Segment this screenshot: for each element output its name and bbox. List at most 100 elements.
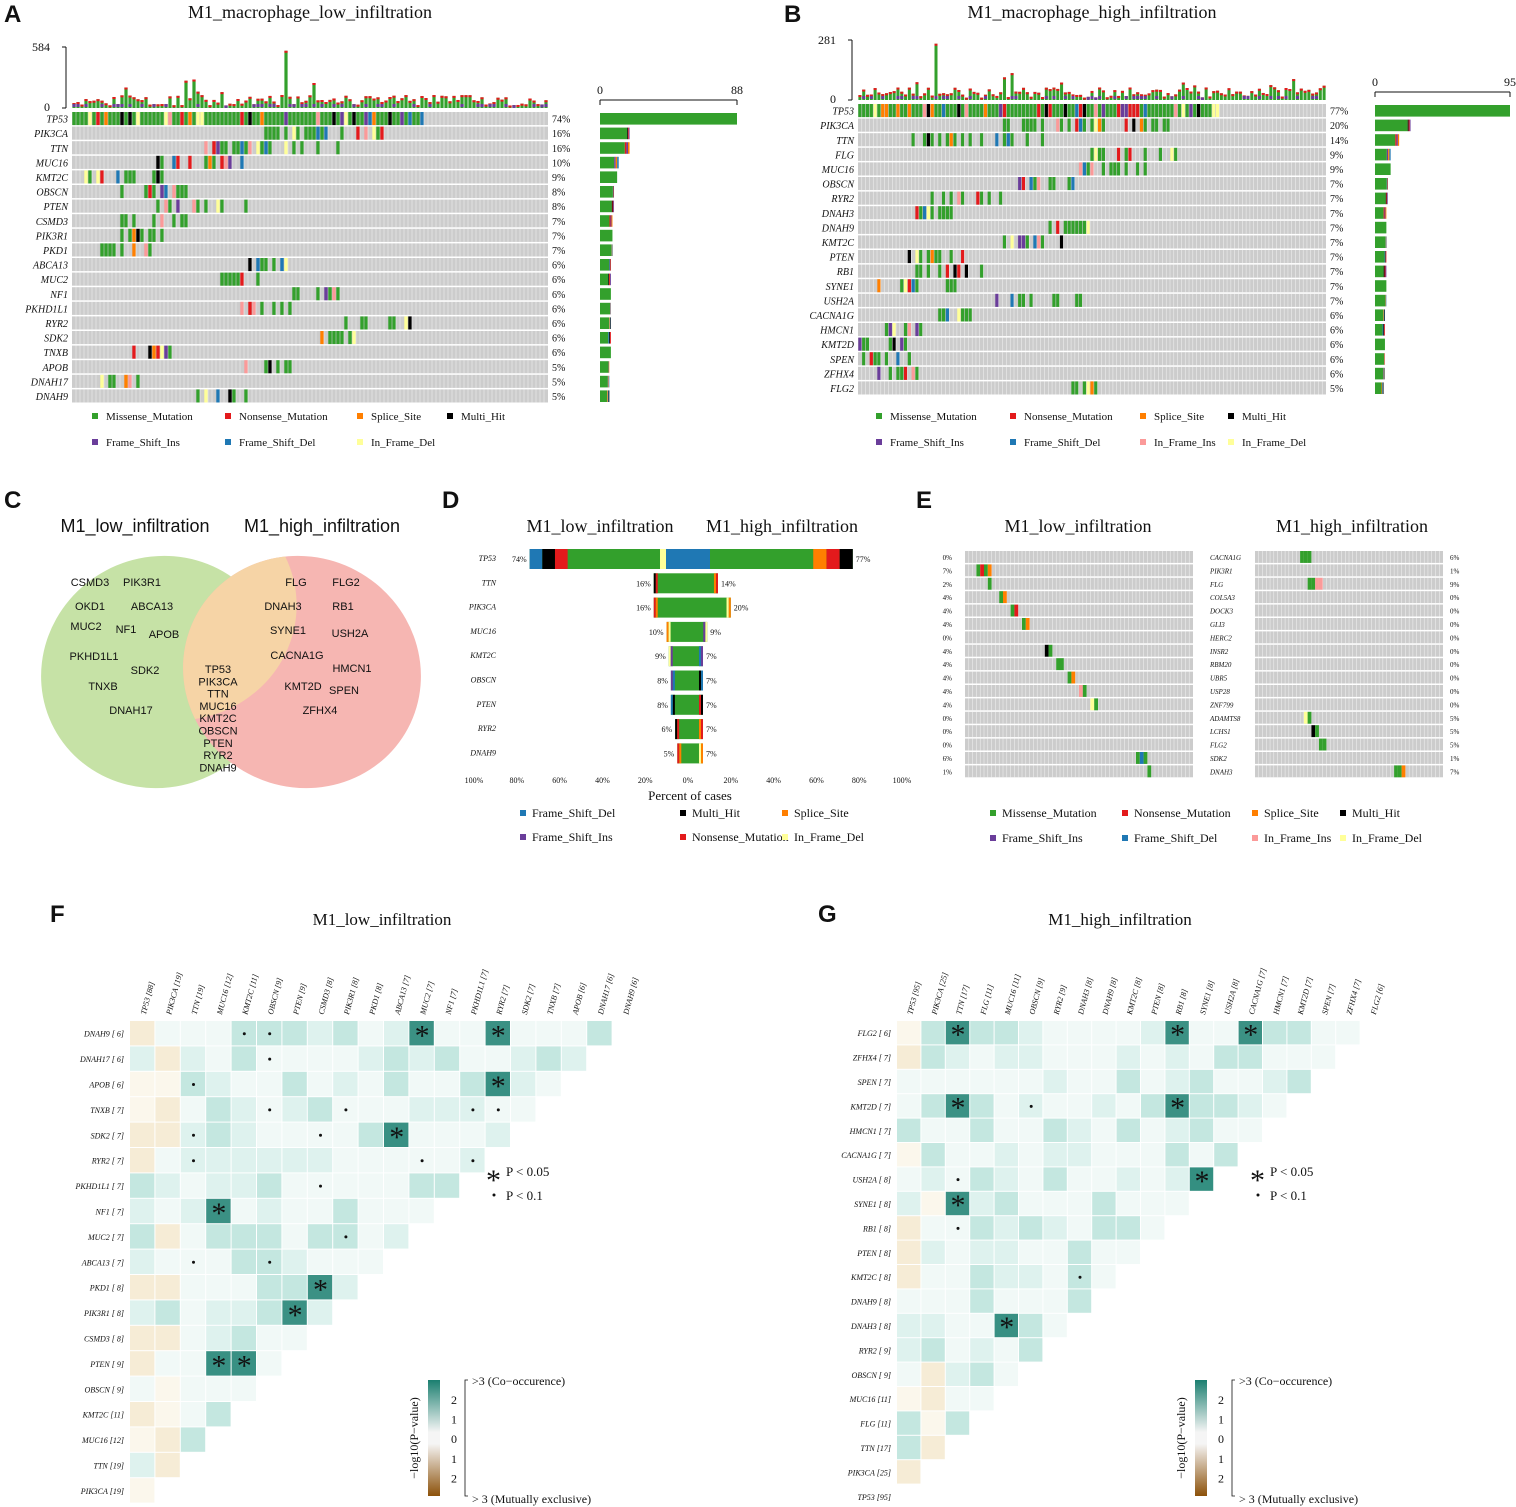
tmb-bar-cap — [108, 105, 112, 108]
mutation-cell — [1174, 147, 1178, 161]
mutation-cell — [116, 170, 120, 184]
mutation-cell — [930, 191, 934, 205]
mutation-cell — [1109, 104, 1113, 118]
mutation-cell — [1094, 147, 1098, 161]
tmb-bar-base — [492, 104, 496, 107]
mutation-cell — [160, 185, 164, 199]
row-background — [72, 345, 548, 359]
tmb-bar-base — [340, 104, 344, 107]
mutation-cell — [412, 112, 416, 126]
gene-bar-segment — [1397, 134, 1400, 146]
mutation-cell — [144, 243, 148, 257]
gene-bar-segment — [610, 259, 611, 271]
mutation-cell — [140, 112, 144, 126]
mutation-cell — [180, 214, 184, 228]
mutation-cell — [1117, 147, 1121, 161]
row-background — [858, 235, 1326, 249]
mutation-cell — [232, 272, 236, 286]
row-background — [858, 206, 1326, 220]
tmb-bar-base — [76, 104, 80, 107]
tmb-bar-cap — [156, 104, 160, 107]
mutation-cell — [968, 133, 972, 147]
mutation-cell — [884, 323, 889, 337]
mutation-cell — [1002, 235, 1007, 249]
mutation-cell — [919, 104, 923, 118]
mutation-cell — [1075, 104, 1079, 118]
mutation-cell — [304, 112, 308, 126]
mutation-cell — [120, 228, 124, 242]
mutation-cell — [316, 141, 320, 155]
mutation-cell — [324, 112, 328, 126]
tmb-bar-cap — [408, 100, 412, 103]
mutation-cell — [1075, 293, 1079, 307]
percent-label: 7% — [1330, 194, 1343, 205]
mutation-cell — [296, 112, 300, 126]
mutation-cell — [896, 104, 900, 118]
tmb-bar-cap — [388, 97, 392, 100]
tmb-bar-cap — [212, 99, 216, 102]
gene-bar-segment — [609, 317, 611, 329]
mutation-cell — [942, 206, 946, 220]
percent-label: 7% — [1330, 238, 1343, 249]
mutation-cell — [1101, 104, 1106, 118]
mutation-cell — [942, 308, 946, 322]
tmb-bar-base — [260, 104, 264, 107]
mutation-cell — [1151, 118, 1155, 132]
mutation-cell — [176, 199, 180, 213]
tmb-bar-cap — [304, 100, 308, 103]
mutation-cell — [284, 141, 288, 155]
tmb-bar-base — [428, 104, 432, 107]
mutation-cell — [132, 228, 136, 242]
gene-bar-segment — [607, 390, 609, 402]
mutation-cell — [72, 112, 76, 126]
mutation-cell — [272, 126, 276, 140]
mutation-cell — [1010, 293, 1014, 307]
tmb-bar-cap — [496, 97, 500, 100]
legend-swatch — [225, 413, 231, 419]
mutation-cell — [348, 331, 352, 345]
mutation-cell — [220, 112, 224, 126]
mutation-cell — [316, 287, 320, 301]
mutation-cell — [1124, 162, 1128, 176]
panel-letter-e: E — [916, 487, 932, 514]
mutation-cell — [112, 243, 116, 257]
mutation-cell — [224, 155, 228, 169]
mutation-cell — [949, 191, 953, 205]
mutation-cell — [372, 126, 376, 140]
mutation-cell — [284, 258, 288, 272]
tmb-bar-cap — [256, 98, 260, 101]
gene-bar — [1375, 134, 1396, 146]
mutation-cell — [1002, 118, 1007, 132]
tmb-bar-cap — [148, 104, 152, 107]
mutation-cell — [196, 389, 200, 403]
gene-bar-segment — [1383, 309, 1385, 321]
side-axis-max: 88 — [731, 83, 743, 97]
mutation-cell — [244, 360, 248, 374]
tmb-bar — [104, 103, 108, 108]
mutation-cell — [945, 206, 950, 220]
tmb-bar-base — [292, 104, 296, 108]
row-background — [72, 360, 548, 374]
tmb-bar — [348, 99, 352, 108]
mutation-cell — [980, 264, 984, 278]
gene-bar — [600, 156, 615, 169]
mutation-cell — [907, 250, 911, 264]
panel-letter-c: C — [4, 487, 21, 514]
mutation-cell — [907, 323, 911, 337]
mutation-cell — [160, 345, 164, 359]
mutation-cell — [1082, 162, 1086, 176]
tmb-bar-cap — [544, 100, 548, 103]
tmb-bar — [472, 100, 476, 108]
mutation-cell — [156, 345, 160, 359]
mutation-cell — [915, 323, 919, 337]
mutation-cell — [148, 112, 152, 126]
mutation-cell — [1025, 118, 1029, 132]
mutation-cell — [1132, 118, 1136, 132]
gene-label: CACNA1G — [810, 311, 854, 322]
mutation-cell — [284, 126, 288, 140]
mutation-cell — [168, 112, 172, 126]
mutation-cell — [1101, 162, 1106, 176]
gene-bar — [600, 171, 618, 183]
mutation-cell — [196, 199, 200, 213]
tmb-bar — [120, 95, 124, 108]
